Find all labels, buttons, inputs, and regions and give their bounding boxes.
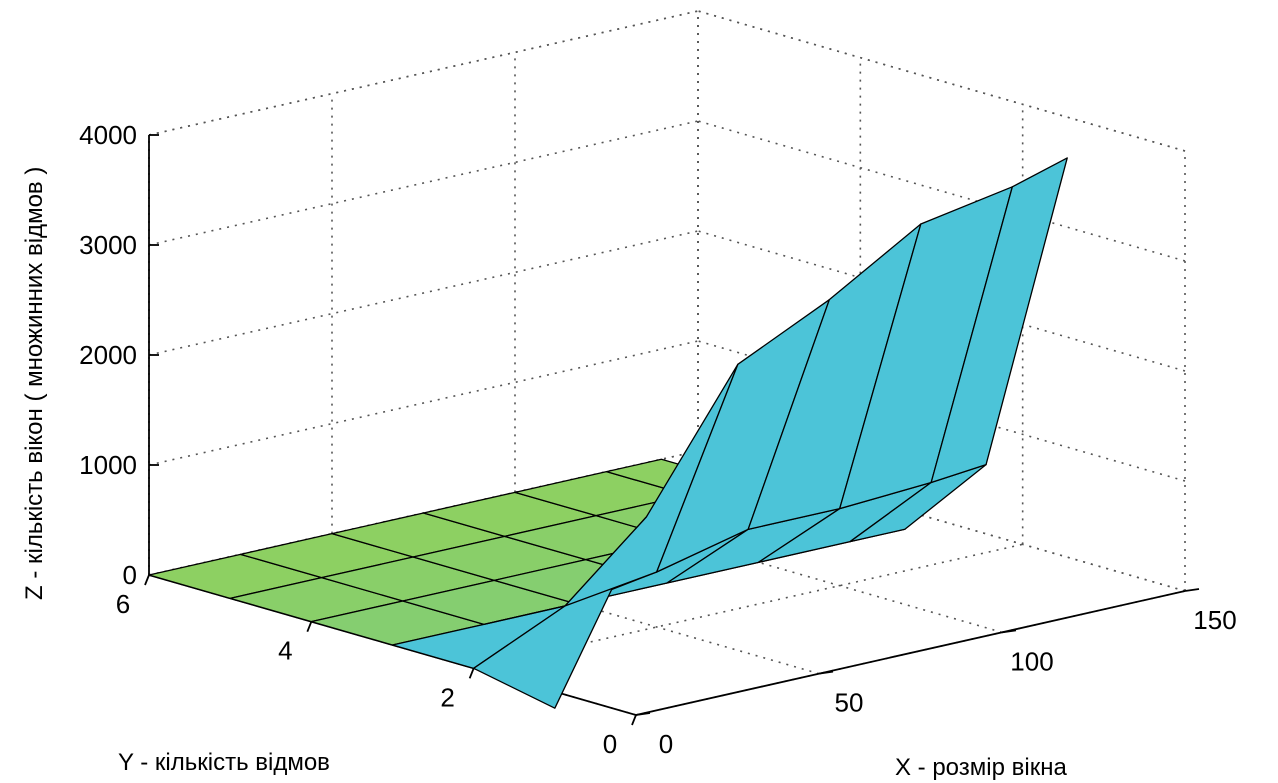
x-axis-label: X - розмір вікна (895, 754, 1067, 781)
x-tick-label: 50 (835, 688, 864, 718)
x-tick-label: 100 (1010, 646, 1053, 676)
grid-line (473, 543, 1023, 670)
z-tick-label: 1000 (79, 450, 137, 480)
z-tick-label: 2000 (79, 340, 137, 370)
y-axis-label: Y - кількість відмов (118, 749, 330, 776)
z-tick-label: 0 (123, 560, 137, 590)
grid-line (148, 10, 699, 136)
grid-line (148, 120, 699, 246)
y-tick-mark (144, 574, 150, 586)
x-tick-label: 0 (659, 729, 673, 759)
grid-line (148, 340, 699, 466)
x-tick-mark (635, 712, 651, 716)
y-tick-mark (306, 621, 313, 633)
x-axis-line (635, 590, 1186, 716)
y-tick-label: 2 (440, 682, 454, 712)
grid-line (148, 230, 699, 356)
surface (148, 157, 1068, 709)
x-tick-mark (1184, 588, 1200, 592)
y-tick-mark (631, 714, 637, 726)
x-tick-mark (1001, 629, 1017, 634)
y-tick-label: 0 (603, 729, 617, 759)
z-tick-label: 4000 (79, 120, 137, 150)
z-axis-label: Z - кількість вікон ( множинних відмов ) (21, 167, 48, 600)
surface-patch (930, 157, 1068, 484)
grid-line (697, 10, 1186, 152)
x-tick-label: 150 (1193, 605, 1236, 635)
y-tick-label: 6 (116, 589, 130, 619)
x-tick-mark (818, 670, 834, 675)
z-tick-label: 3000 (79, 230, 137, 260)
y-tick-mark (468, 667, 475, 679)
y-tick-label: 4 (278, 636, 292, 666)
